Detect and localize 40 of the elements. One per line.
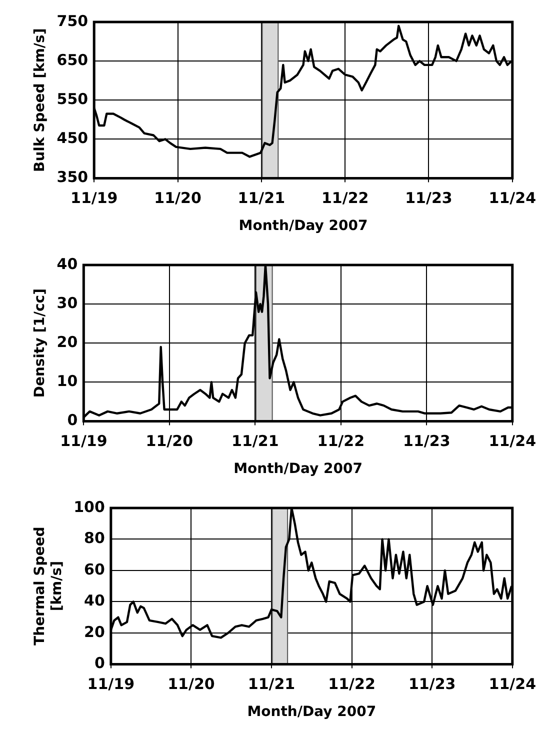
y-tick-label: 0 xyxy=(67,411,78,430)
y-axis-title: Bulk Speed [km/s] xyxy=(32,28,48,172)
x-tick-label: 11/22 xyxy=(321,189,369,208)
x-tick-label: 11/21 xyxy=(248,675,296,694)
x-tick-label: 11/20 xyxy=(146,432,194,450)
y-axis-title: Thermal Speed [km/s] xyxy=(32,526,65,646)
y-tick-label: 40 xyxy=(84,592,105,610)
y-tick-label: 20 xyxy=(56,332,78,351)
x-tick-label: 11/22 xyxy=(328,675,376,694)
x-tick-label: 11/19 xyxy=(87,675,135,694)
y-tick-label: 20 xyxy=(84,622,105,641)
x-tick-label: 11/23 xyxy=(408,675,456,694)
x-tick-label: 11/24 xyxy=(488,189,536,208)
x-axis-title: Month/Day 2007 xyxy=(234,461,362,478)
x-axis-title: Month/Day 2007 xyxy=(247,704,376,720)
y-tick-label: 60 xyxy=(84,560,105,578)
y-tick-label: 550 xyxy=(56,90,88,108)
x-tick-label: 11/23 xyxy=(403,432,450,450)
y-tick-label: 80 xyxy=(84,529,105,548)
y-tick-label: 0 xyxy=(94,654,105,672)
y-tick-label: 750 xyxy=(56,12,88,30)
x-axis-title: Month/Day 2007 xyxy=(238,218,368,234)
y-tick-label: 30 xyxy=(56,294,78,312)
x-tick-label: 11/21 xyxy=(232,432,279,450)
x-tick-label: 11/23 xyxy=(405,189,452,208)
y-tick-label: 100 xyxy=(74,498,105,516)
y-tick-label: 40 xyxy=(56,254,78,273)
x-tick-label: 11/22 xyxy=(317,432,365,450)
x-tick-label: 11/24 xyxy=(488,675,536,694)
y-tick-label: 10 xyxy=(56,372,78,390)
x-tick-label: 11/19 xyxy=(60,432,108,450)
y-tick-label: 650 xyxy=(56,50,88,69)
x-tick-label: 11/19 xyxy=(70,189,118,208)
y-tick-label: 350 xyxy=(56,168,88,186)
x-tick-label: 11/20 xyxy=(154,189,202,208)
x-tick-label: 11/21 xyxy=(238,189,286,208)
y-tick-label: 450 xyxy=(56,129,88,148)
x-tick-label: 11/24 xyxy=(488,432,536,450)
x-tick-label: 11/20 xyxy=(168,675,215,694)
y-axis-title: Density [1/cc] xyxy=(32,288,48,398)
